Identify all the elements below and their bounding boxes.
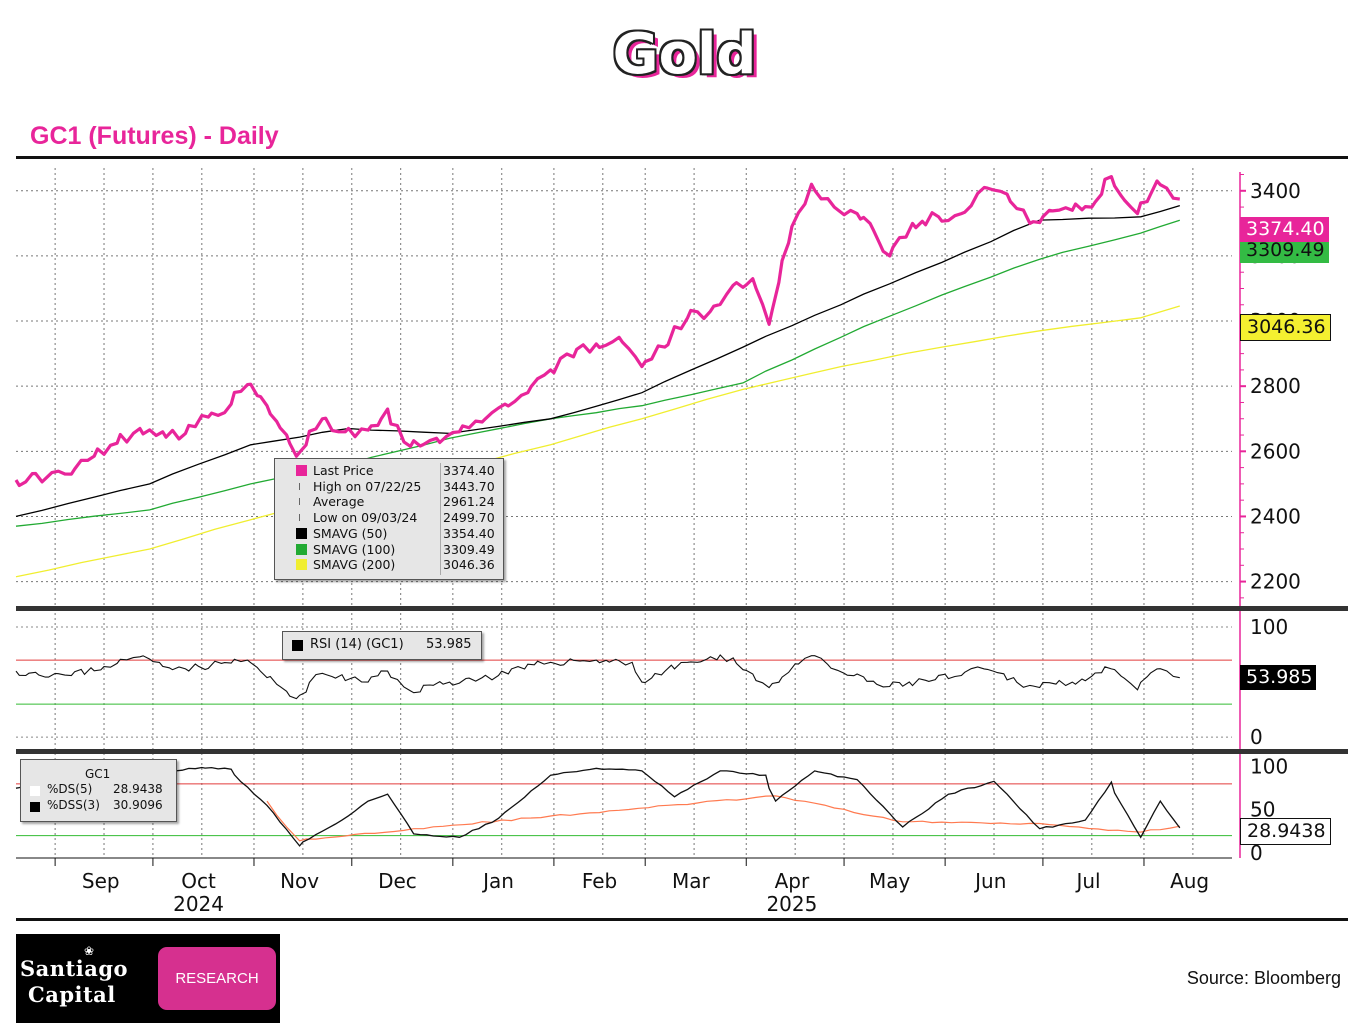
dss-line: [266, 795, 1180, 842]
price-legend-value: 3443.70: [443, 478, 495, 494]
sma200-value-tag: 3046.36: [1240, 314, 1331, 341]
rsi-legend-label: RSI (14) (GC1): [310, 637, 404, 652]
dss-value: 30.9096: [113, 798, 163, 812]
ds-line: [15, 766, 1181, 847]
research-badge: RESEARCH: [158, 947, 276, 1010]
price-legend-label: High on 07/22/25: [313, 478, 422, 494]
price-legend-row: SMAVG (100) 3309.49: [275, 542, 503, 558]
price-legend-value: 3354.40: [443, 525, 495, 541]
price-legend-row: Low on 09/03/24 2499.70: [275, 510, 503, 526]
price-legend-value: 3374.40: [443, 463, 495, 478]
legend-marker-icon: [299, 498, 305, 506]
legend-separator: [440, 463, 441, 575]
panel-divider-rsi-stoch: [16, 749, 1348, 754]
rsi-tick-label: 100: [1250, 615, 1288, 639]
santiago-capital-logo: ❀ Santiago Capital RESEARCH: [16, 934, 280, 1023]
stoch-tick-label: 50: [1250, 798, 1275, 822]
x-month-label: Apr: [775, 869, 810, 893]
stoch-tick-label: 100: [1250, 755, 1288, 779]
y-tick-label: 2600: [1250, 439, 1301, 463]
legend-marker-icon: [299, 514, 305, 522]
x-month-label: Oct: [181, 869, 216, 893]
legend-swatch: [296, 527, 307, 539]
price-legend-label: Low on 09/03/24: [313, 510, 418, 526]
price-legend-label: SMAVG (200): [313, 557, 396, 573]
last-price-line: [14, 175, 1181, 488]
rsi-legend: RSI (14) (GC1) 53.985: [282, 631, 482, 660]
price-legend-value: 2961.24: [443, 494, 495, 510]
rsi-line: [15, 654, 1180, 700]
bottom-divider: [16, 918, 1348, 921]
x-month-label: Jan: [481, 869, 514, 893]
rsi-tick-label: 0: [1250, 725, 1263, 749]
legend-marker-icon: [299, 482, 305, 490]
ds-swatch: [30, 786, 40, 796]
price-legend-label: SMAVG (50): [313, 525, 388, 541]
sma100-line: [15, 219, 1180, 527]
price-legend-row: High on 07/22/25 3443.70: [275, 479, 503, 495]
rsi-legend-value: 53.985: [426, 637, 472, 652]
legend-swatch: [296, 559, 307, 571]
x-month-label: Nov: [280, 869, 319, 893]
price-legend-row: Last Price 3374.40: [275, 463, 503, 479]
y-tick-label: 3400: [1250, 179, 1301, 203]
price-legend-row: Average 2961.24: [275, 494, 503, 510]
ds-value: 28.9438: [113, 782, 163, 796]
y-tick-label: 2400: [1250, 504, 1301, 528]
price-legend-value: 3309.49: [443, 541, 495, 557]
price-legend-label: Last Price: [313, 463, 374, 478]
y-tick-label: 2800: [1250, 374, 1301, 398]
price-legend-row: SMAVG (50) 3354.40: [275, 526, 503, 542]
top-divider: [16, 156, 1348, 159]
chart-title: Gold: [612, 22, 757, 87]
price-legend-row: SMAVG (200) 3046.36: [275, 557, 503, 573]
legend-swatch: [296, 465, 307, 476]
price-legend: Last Price 3374.40 High on 07/22/25 3443.70…: [274, 458, 504, 580]
panel-divider-price-rsi: [16, 606, 1348, 611]
ds-label: %DS(5): [47, 782, 93, 796]
price-legend-value: 3046.36: [443, 557, 495, 573]
logo-line-2: Capital: [28, 982, 116, 1007]
sma200-line: [15, 305, 1180, 578]
price-legend-label: Average: [313, 494, 365, 510]
rsi-legend-swatch: [292, 640, 303, 651]
x-month-label: Feb: [582, 869, 617, 893]
stoch-tick-label: 0: [1250, 841, 1263, 865]
source-note: Source: Bloomberg: [1186, 968, 1341, 988]
y-tick-label: 2200: [1250, 570, 1301, 594]
dss-label: %DSS(3): [47, 798, 100, 812]
price-legend-label: SMAVG (100): [313, 541, 396, 557]
logo-line-1: Santiago: [20, 956, 129, 981]
x-month-label: Sep: [82, 869, 120, 893]
chart-subtitle: GC1 (Futures) - Daily: [30, 122, 279, 150]
x-month-label: Mar: [672, 869, 711, 893]
x-month-label: Dec: [378, 869, 417, 893]
stoch-legend-title: GC1: [85, 767, 111, 781]
x-month-label: Aug: [1170, 869, 1209, 893]
x-month-label: May: [869, 869, 911, 893]
sma100-value-tag: 3309.49: [1240, 238, 1329, 263]
x-year-label: 2025: [766, 892, 817, 916]
shell-icon: ❀: [84, 944, 95, 958]
stoch-legend: GC1 %DS(5) 28.9438 %DSS(3) 30.9096: [20, 759, 177, 822]
stoch-value-tag: 28.9438: [1240, 818, 1331, 845]
legend-swatch: [296, 543, 307, 555]
dss-swatch: [30, 802, 40, 812]
x-year-label: 2024: [173, 892, 224, 916]
sma50-line: [15, 204, 1180, 518]
price-legend-value: 2499.70: [443, 510, 495, 526]
last-price-tag: 3374.40: [1240, 217, 1329, 242]
x-month-label: Jul: [1074, 869, 1100, 893]
rsi-value-tag: 53.985: [1240, 665, 1317, 690]
x-month-label: Jun: [973, 869, 1006, 893]
